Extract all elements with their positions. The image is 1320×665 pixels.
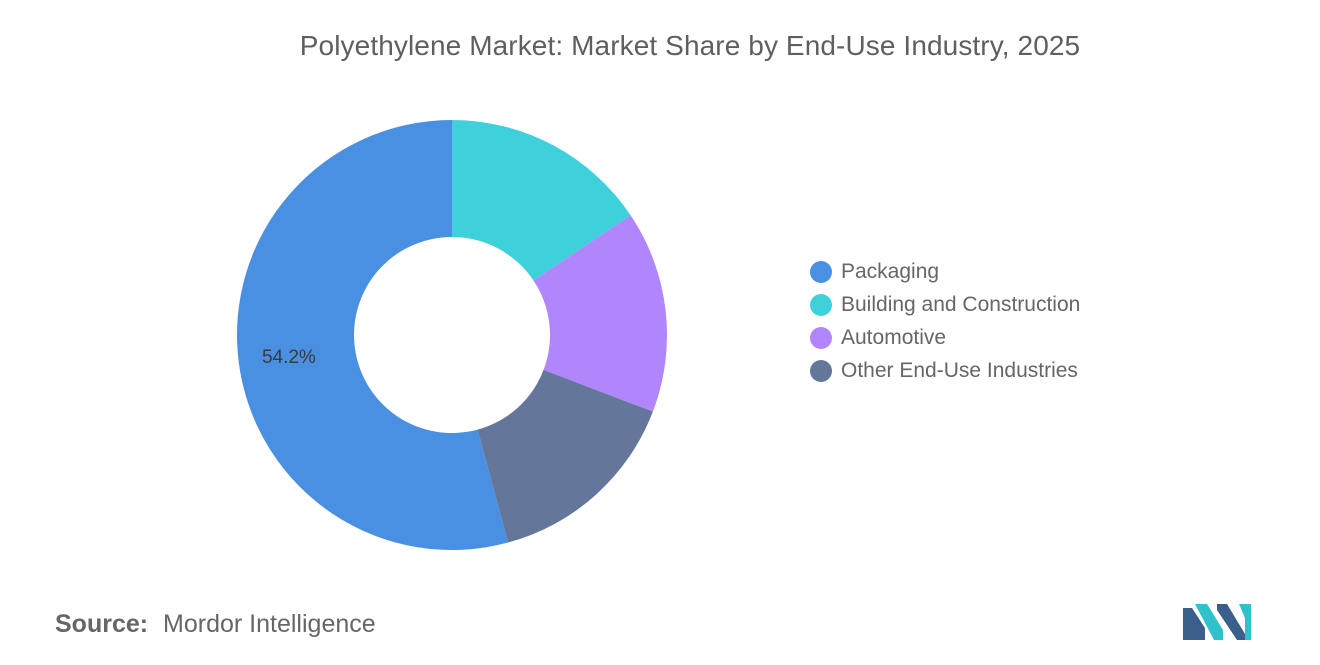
donut-slices bbox=[236, 120, 667, 551]
legend-swatch-building-and-construction bbox=[810, 293, 832, 316]
slice-packaging[interactable] bbox=[236, 120, 509, 551]
slice-building-and-construction[interactable] bbox=[452, 120, 631, 281]
donut-data-labels: 54.2% bbox=[262, 347, 316, 368]
slice-other-end-use-industries[interactable] bbox=[477, 369, 653, 543]
chart-title: Polyethylene Market: Market Share by End… bbox=[299, 30, 1081, 61]
data-label-packaging: 54.2% bbox=[262, 347, 316, 368]
legend-label-other-end-use-industries: Other End-Use Industries bbox=[841, 358, 1078, 382]
legend-label-packaging: Packaging bbox=[841, 259, 940, 283]
slice-automotive[interactable] bbox=[533, 215, 667, 412]
source-note: Source: Mordor Intelligence bbox=[55, 610, 376, 639]
legend-swatch-packaging bbox=[810, 260, 832, 283]
legend-item-other-end-use-industries[interactable]: Other End-Use Industries bbox=[810, 354, 1080, 387]
source-value: Mordor Intelligence bbox=[163, 610, 376, 638]
source-label: Source: bbox=[55, 610, 149, 638]
chart-legend: Packaging Building and Construction Auto… bbox=[810, 255, 1080, 387]
legend-label-building-and-construction: Building and Construction bbox=[841, 292, 1081, 316]
legend-swatch-other-end-use-industries bbox=[810, 359, 832, 382]
mordor-intelligence-logo-icon bbox=[1183, 604, 1251, 640]
legend-swatch-automotive bbox=[810, 326, 832, 349]
legend-item-building-and-construction[interactable]: Building and Construction bbox=[810, 288, 1080, 321]
legend-item-packaging[interactable]: Packaging bbox=[810, 255, 1080, 288]
legend-label-automotive: Automotive bbox=[841, 325, 947, 349]
legend-item-automotive[interactable]: Automotive bbox=[810, 321, 1080, 354]
